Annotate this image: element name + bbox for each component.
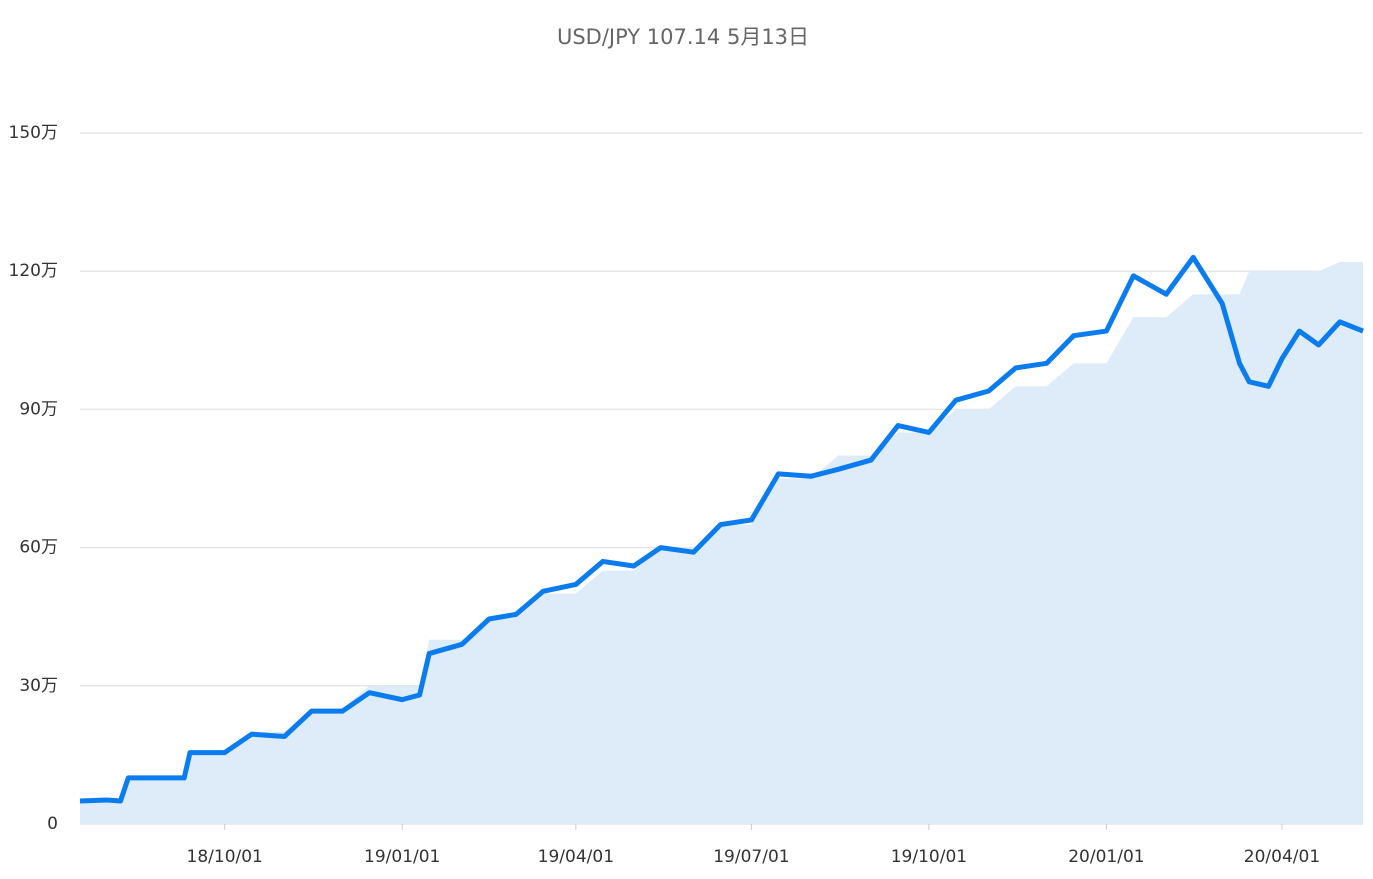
x-tick-label: 18/10/01 xyxy=(187,847,263,867)
x-tick-label: 20/04/01 xyxy=(1244,847,1320,867)
x-tick-label: 19/10/01 xyxy=(891,847,967,867)
line xyxy=(79,254,1364,804)
y-tick-label: 120万 xyxy=(9,261,58,281)
x-tick-label: 20/01/01 xyxy=(1068,847,1144,867)
y-tick-label: 150万 xyxy=(9,123,58,143)
area xyxy=(80,261,1363,824)
chart-title: USD/JPY 107.14 5月13日 xyxy=(557,25,809,49)
y-tick-label: 30万 xyxy=(19,676,58,696)
x-tick-label: 19/07/01 xyxy=(713,847,789,867)
x-tick-label: 19/04/01 xyxy=(538,847,614,867)
x-tick-label: 19/01/01 xyxy=(364,847,440,867)
y-tick-label: 60万 xyxy=(19,538,58,558)
y-tick-label: 0 xyxy=(47,814,58,834)
y-tick-label: 90万 xyxy=(19,399,58,419)
